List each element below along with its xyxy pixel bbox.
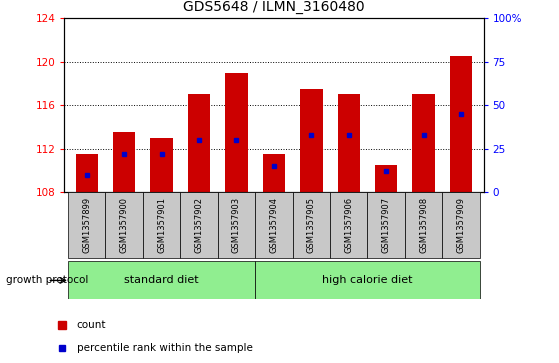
Bar xyxy=(255,192,292,258)
Text: standard diet: standard diet xyxy=(124,276,199,285)
Text: GSM1357906: GSM1357906 xyxy=(344,197,353,253)
Text: growth protocol: growth protocol xyxy=(6,276,88,285)
Text: GSM1357901: GSM1357901 xyxy=(157,197,166,253)
Bar xyxy=(150,138,173,192)
Bar xyxy=(218,192,255,258)
Bar xyxy=(330,192,367,258)
Bar xyxy=(300,89,323,192)
Bar xyxy=(113,132,135,192)
Bar xyxy=(255,261,480,299)
Text: GSM1357904: GSM1357904 xyxy=(269,197,278,253)
Bar xyxy=(75,154,98,192)
Text: GSM1357903: GSM1357903 xyxy=(232,197,241,253)
Text: GSM1357909: GSM1357909 xyxy=(457,197,466,253)
Bar xyxy=(143,192,181,258)
Text: count: count xyxy=(77,320,106,330)
Text: GSM1357902: GSM1357902 xyxy=(195,197,203,253)
Bar xyxy=(68,261,255,299)
Bar xyxy=(375,165,397,192)
Bar xyxy=(367,192,405,258)
Bar xyxy=(225,73,248,192)
Bar xyxy=(450,56,472,192)
Bar xyxy=(68,192,106,258)
Text: GSM1357900: GSM1357900 xyxy=(120,197,129,253)
Bar xyxy=(106,192,143,258)
Bar xyxy=(181,192,218,258)
Text: GSM1357905: GSM1357905 xyxy=(307,197,316,253)
Bar xyxy=(413,94,435,192)
Bar xyxy=(188,94,210,192)
Bar xyxy=(263,154,285,192)
Text: GSM1357908: GSM1357908 xyxy=(419,197,428,253)
Text: GSM1357899: GSM1357899 xyxy=(82,197,91,253)
Text: percentile rank within the sample: percentile rank within the sample xyxy=(77,343,253,354)
Text: GSM1357907: GSM1357907 xyxy=(382,197,391,253)
Bar xyxy=(442,192,480,258)
Text: high calorie diet: high calorie diet xyxy=(322,276,413,285)
Bar xyxy=(338,94,360,192)
Bar xyxy=(292,192,330,258)
Title: GDS5648 / ILMN_3160480: GDS5648 / ILMN_3160480 xyxy=(183,0,364,15)
Bar xyxy=(405,192,442,258)
